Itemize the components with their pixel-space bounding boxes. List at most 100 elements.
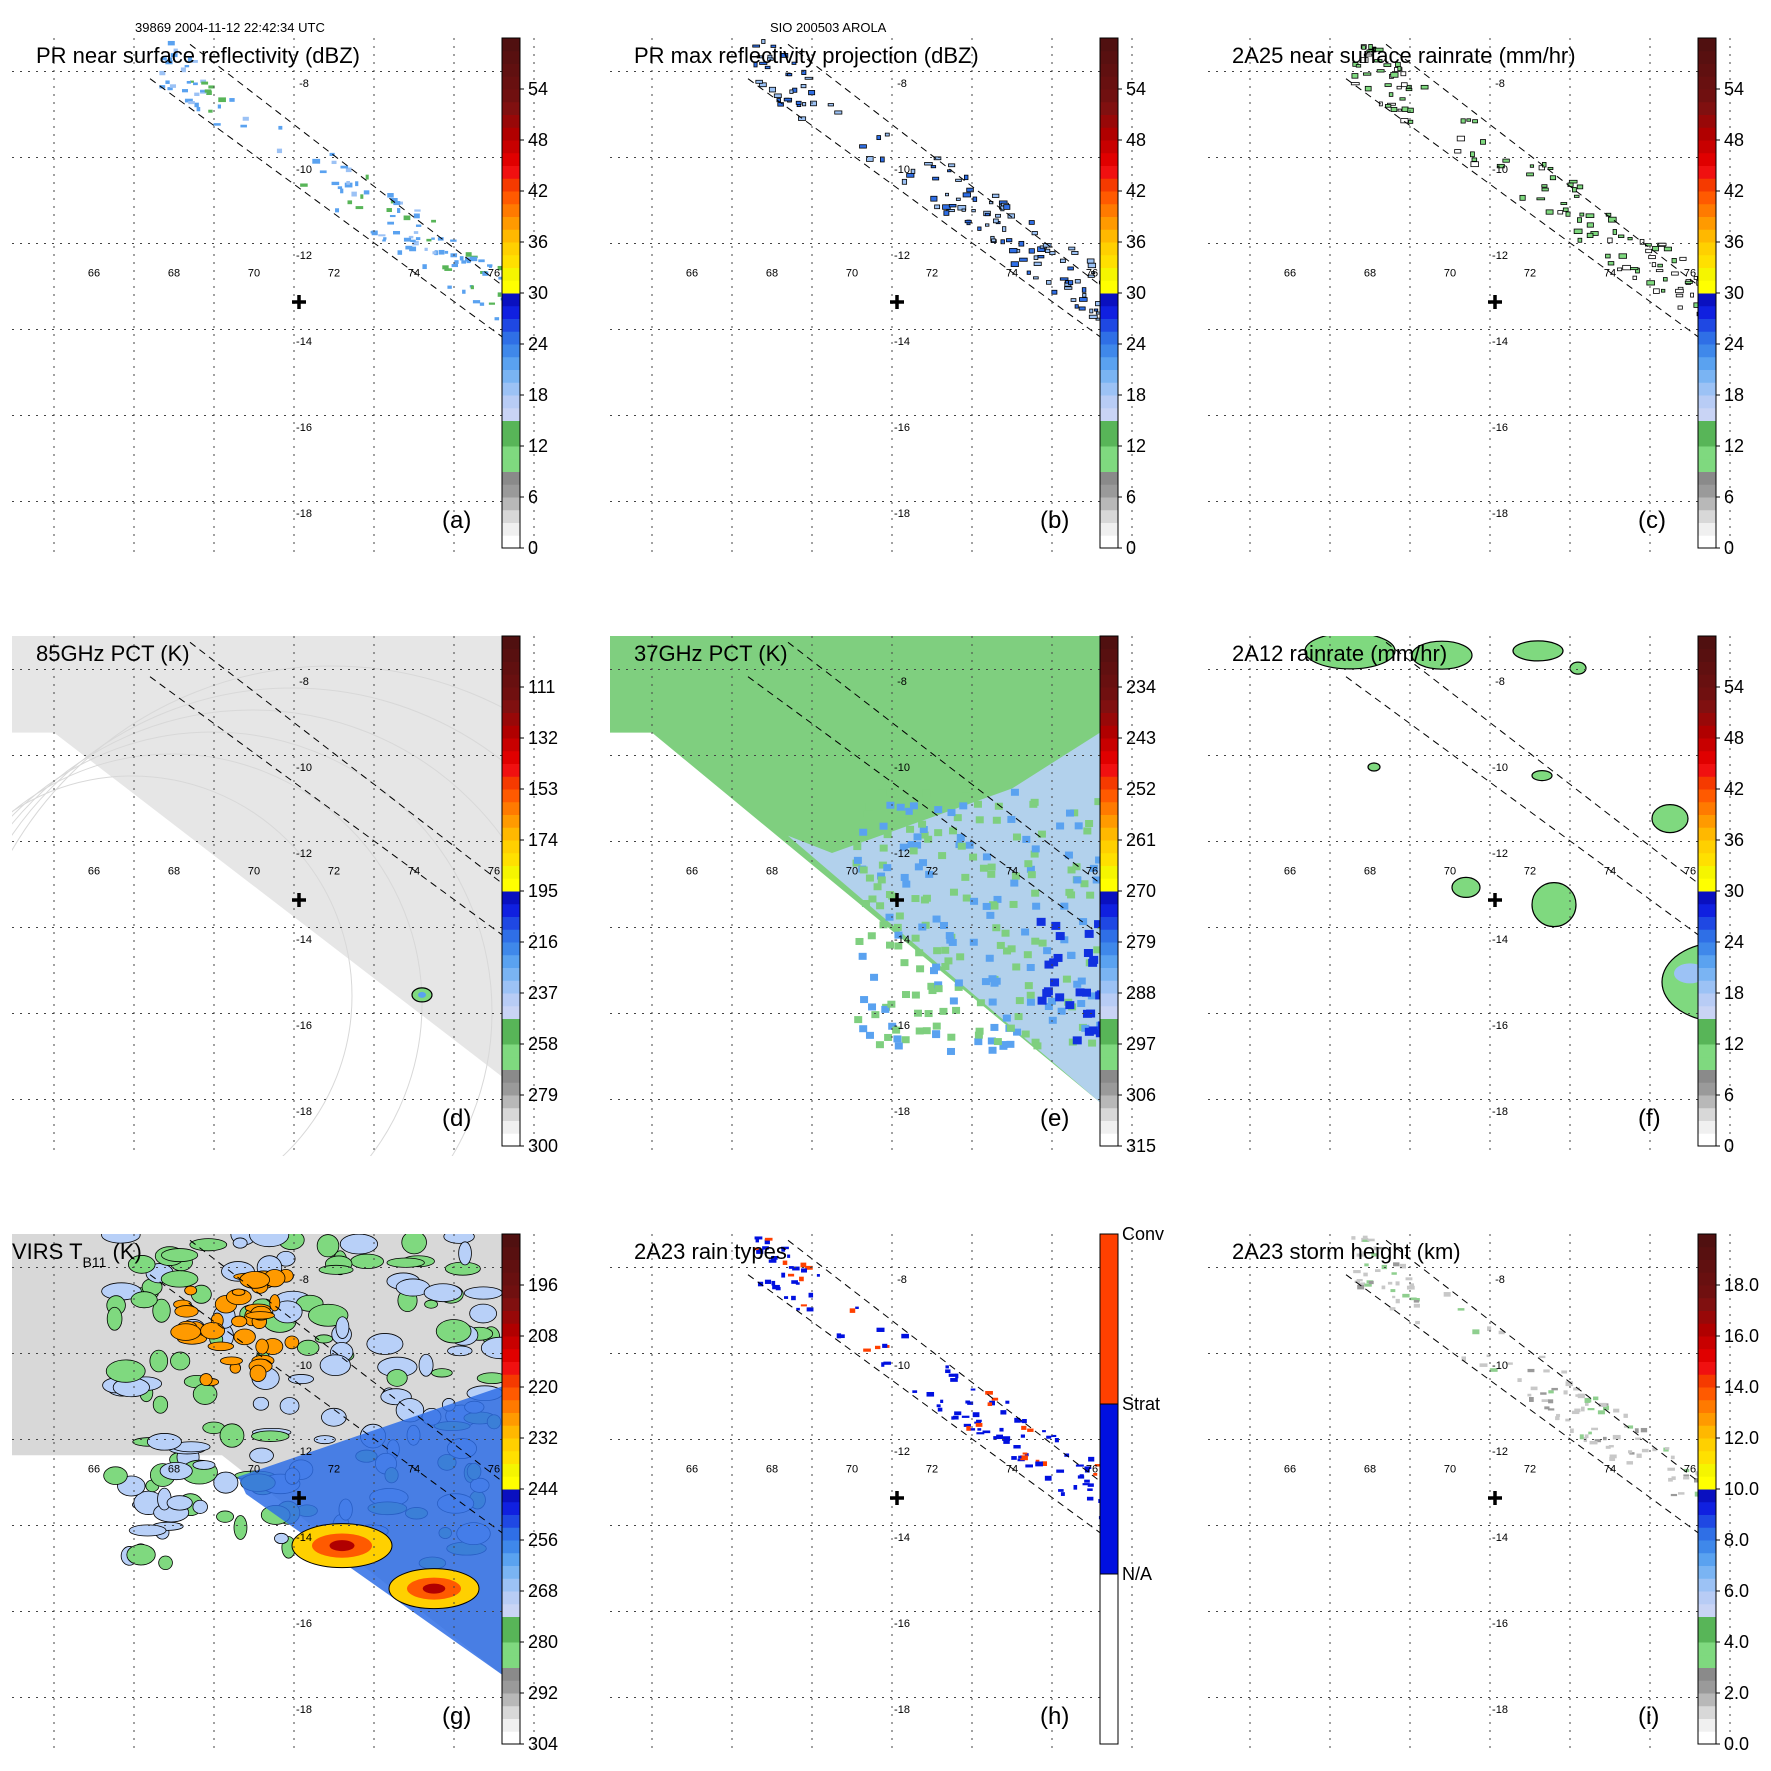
colorbar-segment [1698,446,1716,460]
colorbar-segment [502,776,520,790]
storm-center-marker [292,295,306,309]
colorbar-segment [1698,484,1716,498]
swath-edge-b [787,43,1100,286]
field-g [12,1234,502,1675]
swath-edge-g [149,1274,502,1534]
colorbar-segment [1698,852,1716,866]
colorbar-tick-label: 234 [1126,677,1156,697]
lat-tick-label: -16 [296,1618,312,1630]
colorbar-segment [1100,395,1118,409]
lat-tick-label: -8 [299,78,309,90]
colorbar-segment [1100,484,1118,498]
colorbar-segment [502,712,520,726]
colorbar-segment [502,1018,520,1032]
colorbar-tick-label: 30 [1724,881,1744,901]
lon-tick-label: 72 [1524,866,1536,878]
storm-center-marker [890,893,904,907]
colorbar-tick-label: 0 [1126,538,1136,558]
colorbar-tick-label: Strat [1122,1394,1160,1414]
colorbar-segment [1698,1501,1716,1515]
colorbar-segment [1100,776,1118,790]
panel-label: (e) [1040,1105,1069,1132]
colorbar-segment [1698,433,1716,447]
colorbar-segment [502,76,520,90]
colorbar-segment [1100,1031,1118,1045]
colorbar-tick-label: 268 [528,1581,558,1601]
colorbar-tick-label: 304 [528,1734,558,1754]
lat-tick-label: -16 [296,1020,312,1032]
colorbar-segment [1100,407,1118,421]
storm-center-marker [890,1491,904,1505]
colorbar-d: 300 279 258 237 216 195 174 153 132 111 [501,635,558,1156]
colorbar-segment [502,840,520,854]
colorbar-segment [1100,903,1118,917]
swath-edge-b [747,78,1100,338]
lon-tick-label: 76 [488,268,500,280]
colorbar-segment [502,1095,520,1109]
colorbar-segment [502,636,520,650]
colorbar-segment [502,89,520,103]
lat-tick-label: -16 [894,1020,910,1032]
colorbar-segment [1100,152,1118,166]
colorbar-segment [502,1578,520,1592]
colorbar-segment [502,1680,520,1694]
colorbar-tick-label: 220 [528,1377,558,1397]
colorbar-segment [1698,738,1716,752]
lon-tick-label: 72 [328,866,340,878]
colorbar-segment [1100,1056,1118,1070]
colorbar-segment [1698,1005,1716,1019]
colorbar-segment [1100,305,1118,319]
lon-tick-label: 68 [168,1464,180,1476]
lat-tick-label: -10 [1492,164,1508,176]
colorbar-tick-label: 42 [528,181,548,201]
colorbar-segment [1100,76,1118,90]
colorbar-segment [502,382,520,396]
colorbar-tick-label: 300 [528,1136,558,1156]
colorbar-segment [1100,420,1118,434]
colorbar-segment [1698,1591,1716,1605]
colorbar-segment [1698,509,1716,523]
lon-tick-label: 74 [408,268,420,280]
lon-tick-label: 76 [488,866,500,878]
colorbar-segment [1698,840,1716,854]
lat-tick-label: -12 [1492,250,1508,262]
lon-tick-label: 66 [686,866,698,878]
panel-label: (f) [1638,1105,1661,1132]
lat-tick-label: -18 [1492,508,1508,520]
colorbar-segment [1698,1450,1716,1464]
colorbar-tick-label: 6 [528,487,538,507]
colorbar-segment [502,1425,520,1439]
colorbar-tick-label: 8.0 [1724,1530,1749,1550]
colorbar-segment [1100,356,1118,370]
colorbar-segment [502,1540,520,1554]
lon-tick-label: 72 [1524,268,1536,280]
colorbar-segment [502,1603,520,1617]
colorbar-segment [502,993,520,1007]
colorbar-segment [502,305,520,319]
colorbar-segment [1698,76,1716,90]
colorbar-segment [502,1438,520,1452]
colorbar-tick-label: 36 [1724,232,1744,252]
lat-tick-label: -14 [1492,934,1508,946]
colorbar-segment [1100,712,1118,726]
colorbar-segment [502,1246,520,1260]
lon-tick-label: 66 [1284,1464,1296,1476]
colorbar-tick-label: 54 [1724,79,1744,99]
colorbar-segment [1100,165,1118,179]
colorbar-segment [1698,369,1716,383]
colorbar-segment [502,789,520,803]
colorbar-tick-label: 256 [528,1530,558,1550]
colorbar-segment [502,1514,520,1528]
lon-tick-label: 68 [1364,866,1376,878]
colorbar-tick-label: 36 [1724,830,1744,850]
colorbar-segment [502,280,520,294]
colorbar-segment [502,178,520,192]
lat-tick-label: -10 [1492,1360,1508,1372]
swath-edge-d [189,641,502,884]
panel-title: 2A23 rain types [634,1239,787,1264]
colorbar-segment [1698,1031,1716,1045]
colorbar-segment [502,446,520,460]
colorbar-tick-label: 18 [528,385,548,405]
colorbar-segment [1100,344,1118,358]
colorbar-segment [1100,382,1118,396]
